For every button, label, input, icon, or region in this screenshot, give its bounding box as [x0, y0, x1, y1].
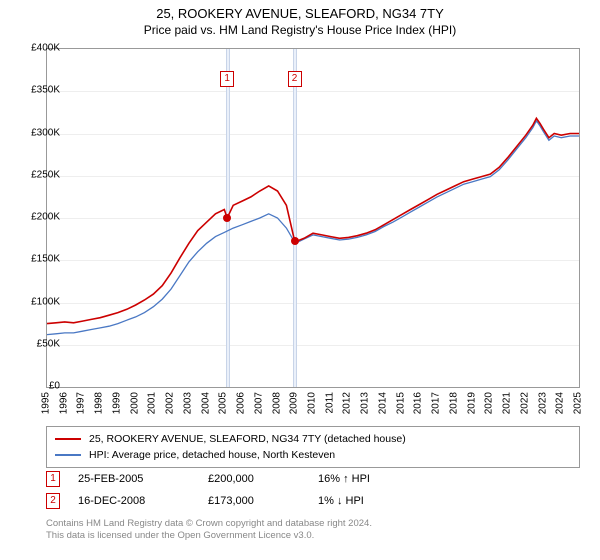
- y-axis-label: £0: [16, 381, 60, 392]
- series-line: [47, 118, 579, 323]
- x-axis-label: 2014: [377, 392, 388, 414]
- x-axis-label: 2015: [395, 392, 406, 414]
- x-axis-label: 1999: [111, 392, 122, 414]
- sale-dot: [223, 214, 231, 222]
- legend-row: 25, ROOKERY AVENUE, SLEAFORD, NG34 7TY (…: [55, 431, 571, 447]
- legend: 25, ROOKERY AVENUE, SLEAFORD, NG34 7TY (…: [46, 426, 580, 468]
- title-block: 25, ROOKERY AVENUE, SLEAFORD, NG34 7TY P…: [0, 0, 600, 37]
- y-axis-label: £350K: [16, 85, 60, 96]
- sale-dot: [291, 237, 299, 245]
- x-axis-label: 2011: [324, 392, 335, 414]
- x-axis-label: 2017: [431, 392, 442, 414]
- event-row: 1 25-FEB-2005£200,00016% ↑ HPI: [46, 468, 580, 490]
- event-price: £173,000: [208, 495, 318, 507]
- footnote-line1: Contains HM Land Registry data © Crown c…: [46, 518, 580, 530]
- x-axis-label: 2001: [147, 392, 158, 414]
- event-date: 16-DEC-2008: [78, 495, 208, 507]
- event-marker: 1: [46, 471, 60, 487]
- event-hpi: 1% ↓ HPI: [318, 495, 580, 507]
- events-table: 1 25-FEB-2005£200,00016% ↑ HPI 2 16-DEC-200…: [46, 468, 580, 512]
- x-axis-label: 2018: [448, 392, 459, 414]
- event-marker: 2: [46, 493, 60, 509]
- x-axis-label: 2022: [519, 392, 530, 414]
- x-axis-label: 2020: [484, 392, 495, 414]
- x-axis-label: 2003: [182, 392, 193, 414]
- x-axis-label: 2006: [236, 392, 247, 414]
- x-axis-label: 2002: [165, 392, 176, 414]
- plot-area: 12: [46, 48, 580, 388]
- x-axis-label: 2016: [413, 392, 424, 414]
- footnote: Contains HM Land Registry data © Crown c…: [46, 518, 580, 542]
- x-axis-label: 2008: [271, 392, 282, 414]
- legend-swatch: [55, 454, 81, 456]
- x-axis-label: 1997: [76, 392, 87, 414]
- x-axis-label: 2013: [360, 392, 371, 414]
- x-axis-label: 2024: [555, 392, 566, 414]
- footnote-line2: This data is licensed under the Open Gov…: [46, 530, 580, 542]
- event-price: £200,000: [208, 473, 318, 485]
- y-axis-label: £50K: [16, 338, 60, 349]
- legend-row: HPI: Average price, detached house, Nort…: [55, 447, 571, 463]
- x-axis-label: 2025: [573, 392, 584, 414]
- x-axis-label: 2023: [537, 392, 548, 414]
- legend-swatch: [55, 438, 81, 440]
- y-axis-label: £100K: [16, 296, 60, 307]
- y-axis-label: £400K: [16, 43, 60, 54]
- x-axis-label: 2000: [129, 392, 140, 414]
- series-line: [47, 121, 579, 335]
- x-axis-label: 2012: [342, 392, 353, 414]
- x-axis-label: 2021: [502, 392, 513, 414]
- chart-container: 25, ROOKERY AVENUE, SLEAFORD, NG34 7TY P…: [0, 0, 600, 560]
- title-subtitle: Price paid vs. HM Land Registry's House …: [0, 23, 600, 37]
- x-axis-label: 1996: [58, 392, 69, 414]
- x-axis-label: 2009: [289, 392, 300, 414]
- x-axis-label: 2007: [253, 392, 264, 414]
- legend-label: 25, ROOKERY AVENUE, SLEAFORD, NG34 7TY (…: [89, 433, 406, 445]
- event-hpi: 16% ↑ HPI: [318, 473, 580, 485]
- sale-marker: 2: [288, 71, 302, 87]
- x-axis-label: 2019: [466, 392, 477, 414]
- event-row: 2 16-DEC-2008£173,0001% ↓ HPI: [46, 490, 580, 512]
- sale-marker: 1: [220, 71, 234, 87]
- x-axis-label: 1998: [94, 392, 105, 414]
- y-axis-label: £200K: [16, 212, 60, 223]
- title-address: 25, ROOKERY AVENUE, SLEAFORD, NG34 7TY: [0, 6, 600, 21]
- y-axis-label: £150K: [16, 254, 60, 265]
- legend-label: HPI: Average price, detached house, Nort…: [89, 449, 335, 461]
- x-axis-label: 2004: [200, 392, 211, 414]
- x-axis-label: 1995: [41, 392, 52, 414]
- y-axis-label: £300K: [16, 127, 60, 138]
- event-date: 25-FEB-2005: [78, 473, 208, 485]
- y-axis-label: £250K: [16, 169, 60, 180]
- chart-svg: [47, 49, 579, 387]
- x-axis-label: 2010: [307, 392, 318, 414]
- x-axis-label: 2005: [218, 392, 229, 414]
